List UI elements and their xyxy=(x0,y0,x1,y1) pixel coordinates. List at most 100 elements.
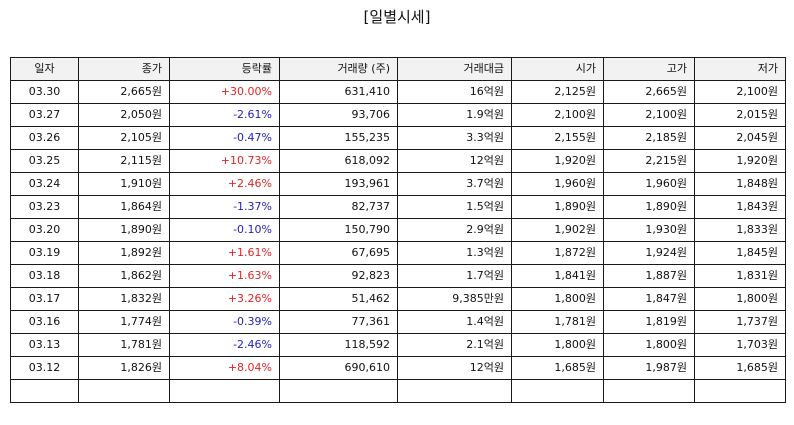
cell-low: 1,920원 xyxy=(694,149,786,173)
cell-low: 2,015원 xyxy=(694,103,786,127)
cell-open: 1,800원 xyxy=(511,287,604,311)
cell-open: 2,100원 xyxy=(511,103,604,127)
cell-low: 1,843원 xyxy=(694,195,786,219)
column-header-low: 저가 xyxy=(694,57,786,81)
cell-low: 1,848원 xyxy=(694,172,786,196)
cell-open: 1,920원 xyxy=(511,149,604,173)
cell-open: 1,890원 xyxy=(511,195,604,219)
cell-volume: 77,361 xyxy=(279,310,398,334)
cell-low: 1,833원 xyxy=(694,218,786,242)
cell-date: 03.24 xyxy=(10,172,79,196)
cell-high: 2,215원 xyxy=(603,149,695,173)
table-row: 03.19 1,892원 +1.61% 67,695 1.3억원 1,872원 1,924원… xyxy=(10,241,786,265)
cell-date: 03.13 xyxy=(10,333,79,357)
cell-open: 1,902원 xyxy=(511,218,604,242)
cell-open: 1,800원 xyxy=(511,333,604,357)
cell-open: 1,685원 xyxy=(511,356,604,380)
page-title: [일별시세] xyxy=(363,8,431,26)
cell-open: 2,155원 xyxy=(511,126,604,150)
cell-volume: 93,706 xyxy=(279,103,398,127)
cell-amount: 9,385만원 xyxy=(397,287,512,311)
cell-close: 1,774원 xyxy=(78,310,170,334)
cell-amount: 12억원 xyxy=(397,149,512,173)
cell-volume: 631,410 xyxy=(279,80,398,104)
cell-close: 1,862원 xyxy=(78,264,170,288)
table-row: 03.24 1,910원 +2.46% 193,961 3.7억원 1,960원 1,960… xyxy=(10,172,786,196)
cell-amount: 1.5억원 xyxy=(397,195,512,219)
cell-low: 1,685원 xyxy=(694,356,786,380)
column-header-open: 시가 xyxy=(511,57,604,81)
cell-amount: 1.7억원 xyxy=(397,264,512,288)
cell-open xyxy=(511,379,604,403)
cell-date: 03.20 xyxy=(10,218,79,242)
table-row xyxy=(10,379,786,403)
cell-date: 03.23 xyxy=(10,195,79,219)
cell-date: 03.27 xyxy=(10,103,79,127)
cell-close: 1,826원 xyxy=(78,356,170,380)
cell-change: +30.00% xyxy=(169,80,280,104)
table-row: 03.30 2,665원 +30.00% 631,410 16억원 2,125원 2,665… xyxy=(10,80,786,104)
cell-change: -0.39% xyxy=(169,310,280,334)
cell-amount: 3.7억원 xyxy=(397,172,512,196)
cell-high: 2,100원 xyxy=(603,103,695,127)
cell-amount: 2.9억원 xyxy=(397,218,512,242)
cell-close: 1,864원 xyxy=(78,195,170,219)
cell-amount xyxy=(397,379,512,403)
table-row: 03.12 1,826원 +8.04% 690,610 12억원 1,685원 1,987원… xyxy=(10,356,786,380)
daily-price-table: 일자 종가 등락률 거래량 (주) 거래대금 시가 고가 저가 03.30 2,6… xyxy=(10,57,786,403)
table-body: 03.30 2,665원 +30.00% 631,410 16억원 2,125원 2,665… xyxy=(10,80,786,403)
cell-volume: 67,695 xyxy=(279,241,398,265)
cell-open: 1,872원 xyxy=(511,241,604,265)
cell-date: 03.26 xyxy=(10,126,79,150)
cell-high: 1,847원 xyxy=(603,287,695,311)
column-header-date: 일자 xyxy=(10,57,79,81)
cell-change: +1.61% xyxy=(169,241,280,265)
column-header-change: 등락률 xyxy=(169,57,280,81)
cell-high xyxy=(603,379,695,403)
cell-volume: 82,737 xyxy=(279,195,398,219)
column-header-amount: 거래대금 xyxy=(397,57,512,81)
cell-close xyxy=(78,379,170,403)
table-row: 03.20 1,890원 -0.10% 150,790 2.9억원 1,902원 1,930… xyxy=(10,218,786,242)
cell-high: 1,987원 xyxy=(603,356,695,380)
cell-close: 1,892원 xyxy=(78,241,170,265)
cell-change: -0.10% xyxy=(169,218,280,242)
table-row: 03.26 2,105원 -0.47% 155,235 3.3억원 2,155원 2,185… xyxy=(10,126,786,150)
cell-date: 03.17 xyxy=(10,287,79,311)
cell-high: 1,924원 xyxy=(603,241,695,265)
cell-change: -0.47% xyxy=(169,126,280,150)
cell-low: 1,831원 xyxy=(694,264,786,288)
column-header-close: 종가 xyxy=(78,57,170,81)
column-header-high: 고가 xyxy=(603,57,695,81)
table-row: 03.13 1,781원 -2.46% 118,592 2.1억원 1,800원 1,800… xyxy=(10,333,786,357)
cell-close: 1,910원 xyxy=(78,172,170,196)
cell-volume: 92,823 xyxy=(279,264,398,288)
cell-close: 1,832원 xyxy=(78,287,170,311)
cell-high: 1,887원 xyxy=(603,264,695,288)
cell-volume: 51,462 xyxy=(279,287,398,311)
cell-open: 1,781원 xyxy=(511,310,604,334)
cell-volume: 155,235 xyxy=(279,126,398,150)
cell-amount: 16억원 xyxy=(397,80,512,104)
table-row: 03.18 1,862원 +1.63% 92,823 1.7억원 1,841원 1,887원… xyxy=(10,264,786,288)
cell-high: 2,665원 xyxy=(603,80,695,104)
cell-close: 1,781원 xyxy=(78,333,170,357)
cell-high: 1,960원 xyxy=(603,172,695,196)
cell-low: 1,737원 xyxy=(694,310,786,334)
cell-low: 1,703원 xyxy=(694,333,786,357)
cell-high: 1,819원 xyxy=(603,310,695,334)
table-row: 03.16 1,774원 -0.39% 77,361 1.4억원 1,781원 1,819원… xyxy=(10,310,786,334)
cell-date: 03.19 xyxy=(10,241,79,265)
cell-amount: 1.3억원 xyxy=(397,241,512,265)
cell-change: -2.46% xyxy=(169,333,280,357)
cell-volume: 690,610 xyxy=(279,356,398,380)
cell-close: 2,050원 xyxy=(78,103,170,127)
cell-open: 1,841원 xyxy=(511,264,604,288)
table-row: 03.27 2,050원 -2.61% 93,706 1.9억원 2,100원 2,100원… xyxy=(10,103,786,127)
cell-close: 2,665원 xyxy=(78,80,170,104)
cell-date: 03.12 xyxy=(10,356,79,380)
cell-date: 03.18 xyxy=(10,264,79,288)
cell-high: 1,930원 xyxy=(603,218,695,242)
cell-close: 1,890원 xyxy=(78,218,170,242)
cell-change: -1.37% xyxy=(169,195,280,219)
